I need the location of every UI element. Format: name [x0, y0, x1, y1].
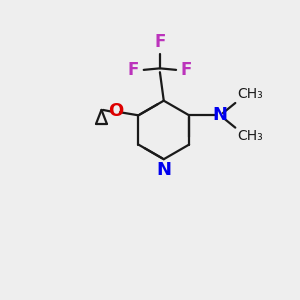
Text: F: F [128, 61, 139, 79]
Text: N: N [212, 106, 227, 124]
Text: F: F [181, 61, 192, 79]
Text: O: O [108, 103, 123, 121]
Text: F: F [154, 33, 166, 51]
Text: N: N [156, 161, 171, 179]
Text: CH₃: CH₃ [237, 87, 262, 101]
Text: CH₃: CH₃ [237, 129, 262, 143]
